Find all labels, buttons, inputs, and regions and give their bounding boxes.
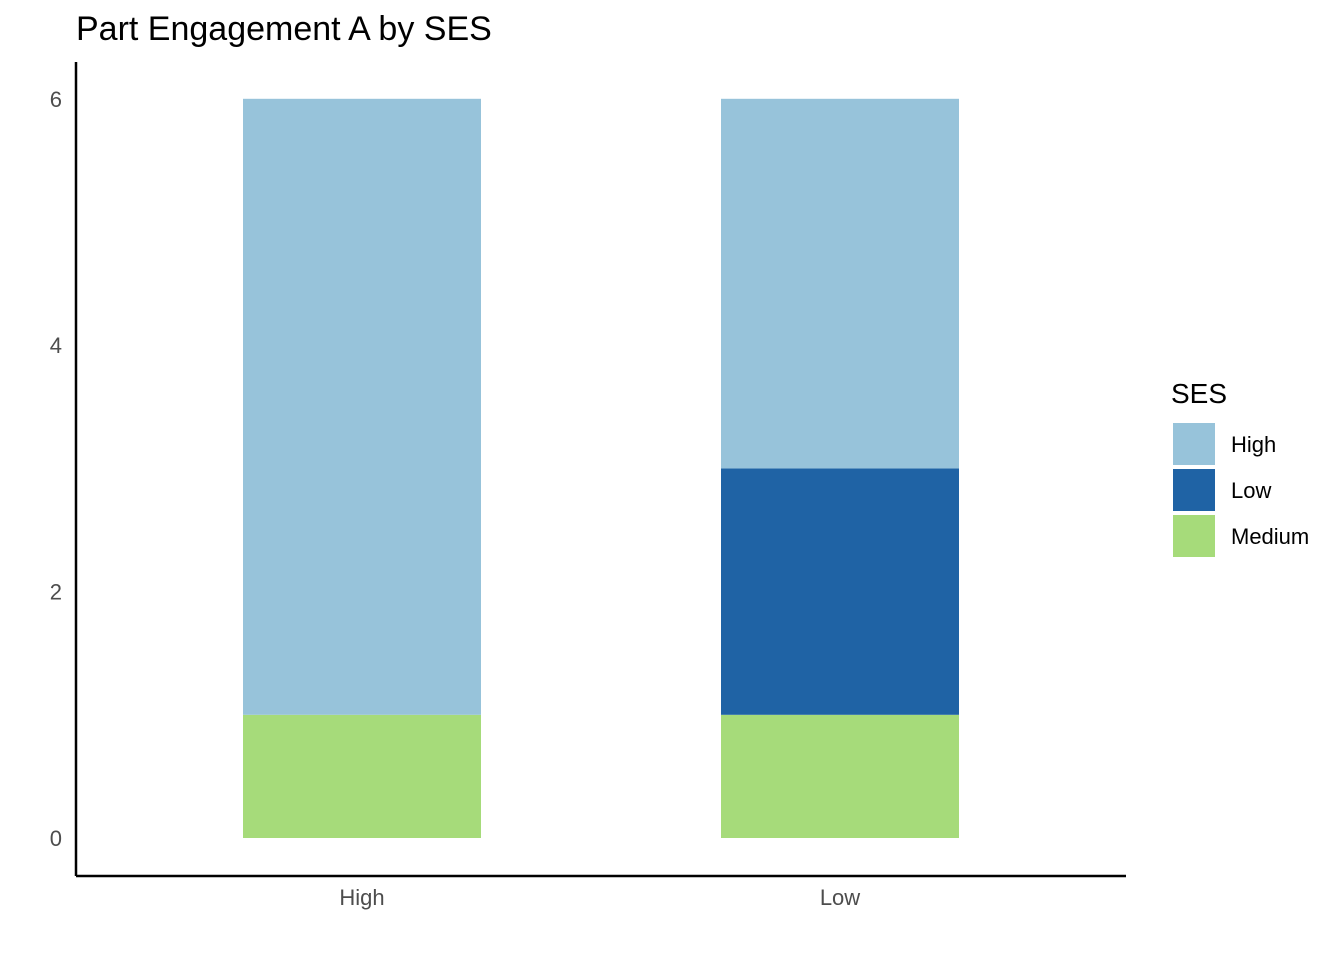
legend-key-low [1173, 469, 1215, 511]
legend-key-medium [1173, 515, 1215, 557]
x-tick-label: Low [820, 885, 860, 910]
bar-segment-high-medium [243, 714, 481, 838]
legend-key-high [1173, 423, 1215, 465]
bar-segment-low-medium [721, 714, 959, 838]
chart-title: Part Engagement A by SES [76, 10, 492, 48]
plot-area: 0 2 4 6 High Low [50, 62, 1126, 910]
legend-label-medium: Medium [1231, 524, 1309, 549]
x-tick-label: High [339, 885, 384, 910]
y-tick-label: 2 [50, 580, 62, 605]
bar-segment-low-low [721, 468, 959, 715]
legend-title: SES [1171, 378, 1227, 409]
legend-label-low: Low [1231, 478, 1271, 503]
legend-label-high: High [1231, 432, 1276, 457]
y-tick-label: 4 [50, 333, 62, 358]
bar-segment-low-high [721, 98, 959, 469]
y-tick-label: 0 [50, 826, 62, 851]
y-tick-label: 6 [50, 87, 62, 112]
legend: SES High Low Medium [1171, 378, 1309, 557]
bar-segment-high-high [243, 98, 481, 715]
